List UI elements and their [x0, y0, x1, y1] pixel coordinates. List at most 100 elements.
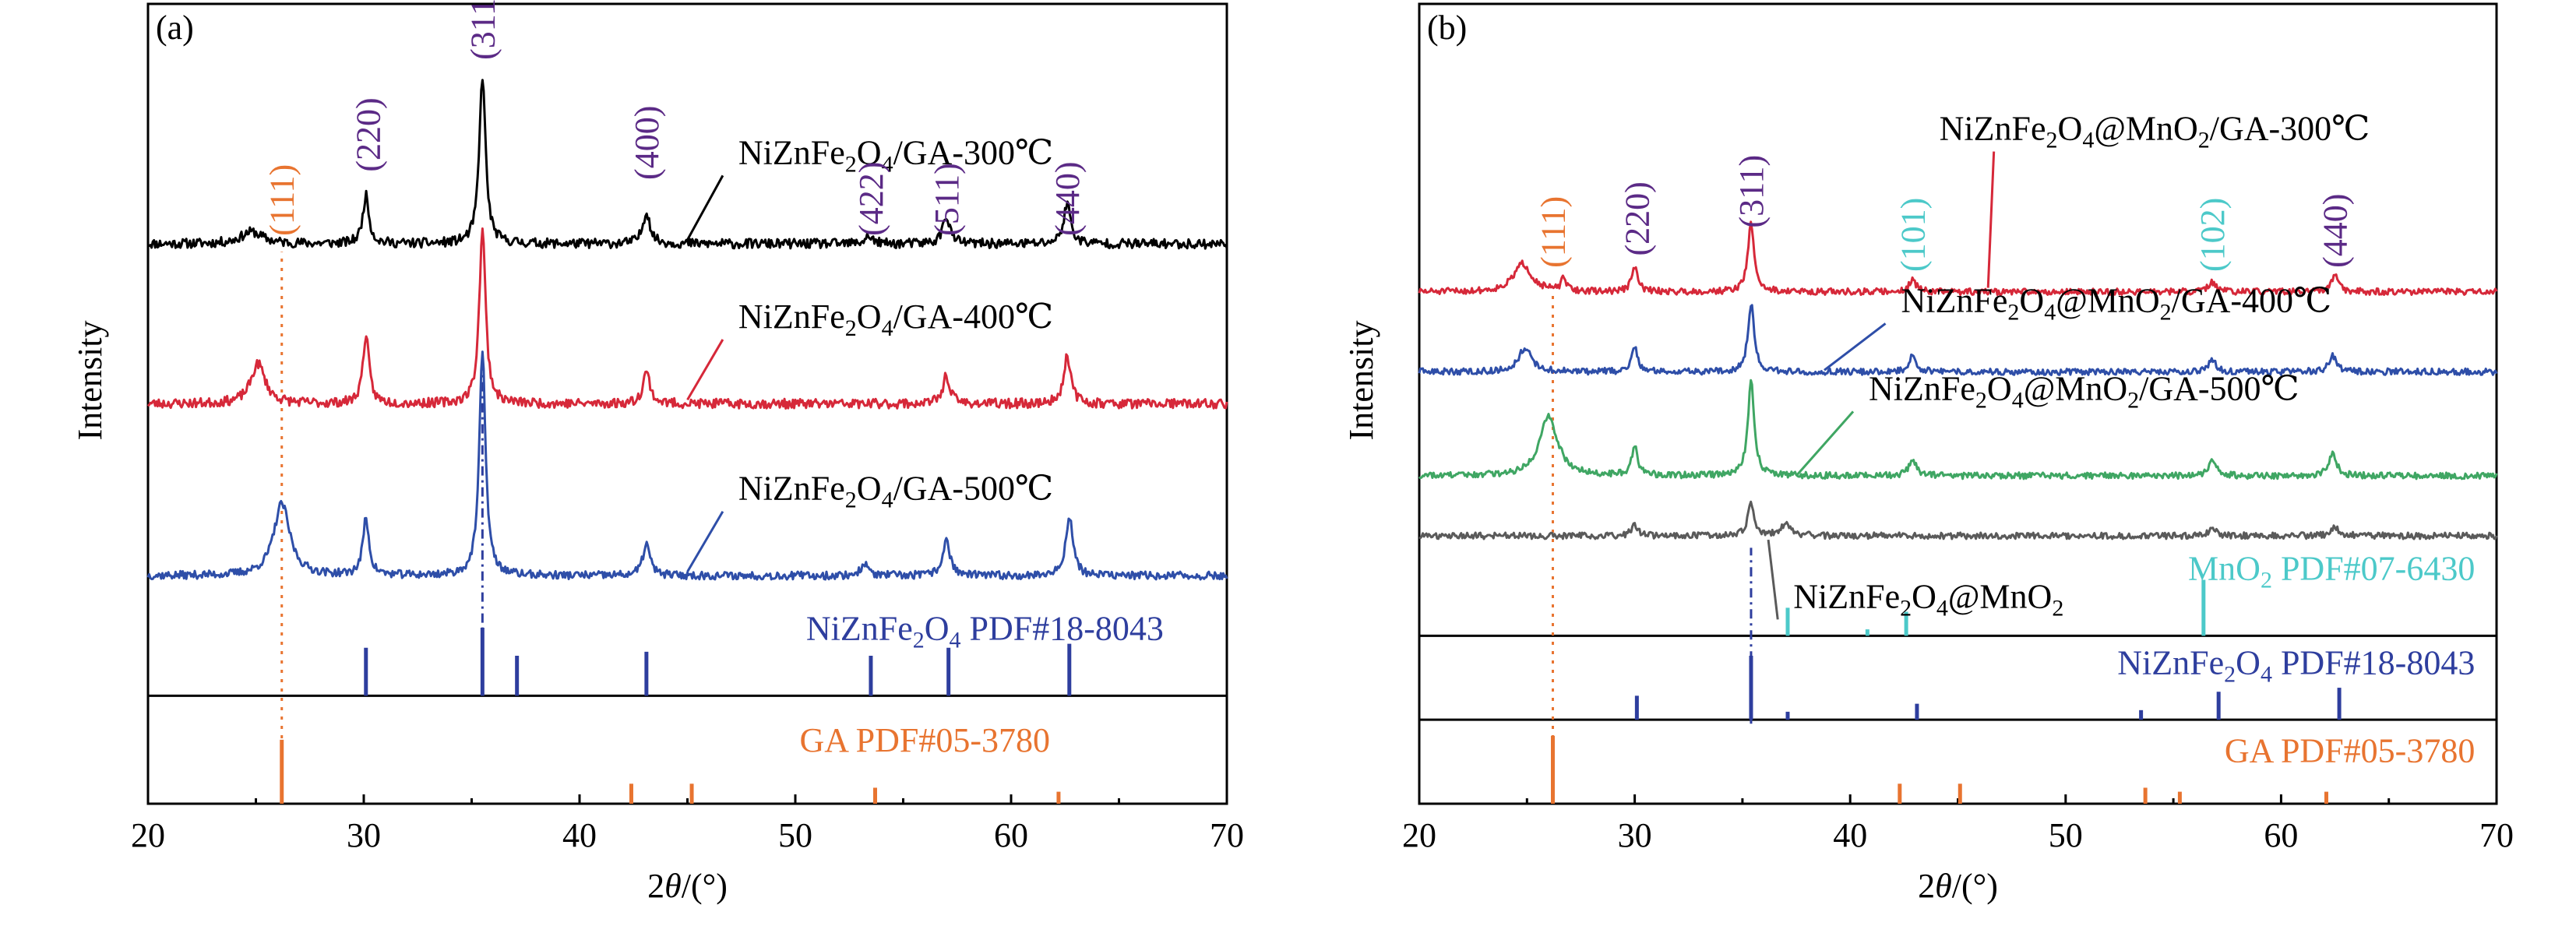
miller-index-label: (422) — [852, 162, 890, 236]
reference-label-part: NiZnFe — [806, 609, 913, 647]
miller-index-label: (311) — [463, 0, 502, 60]
series-label-part: 4 — [882, 151, 893, 177]
series-label: NiZnFe2O4@MnO2/GA-400℃ — [1901, 281, 2332, 325]
series-label-part: O — [1987, 369, 2012, 407]
series-label-part: /GA-400℃ — [893, 298, 1054, 336]
x-tick-label: 60 — [2264, 816, 2298, 854]
series-label-part: 2 — [845, 151, 857, 177]
x-axis-label: 2θ/(°) — [647, 867, 728, 905]
reference-label-part: 4 — [950, 627, 961, 653]
series-label-part: /GA-400℃ — [2172, 281, 2332, 319]
panel-label: (a) — [156, 9, 194, 47]
series-leader-line — [1824, 322, 1887, 371]
series-label-part: O — [857, 133, 882, 171]
series-label-part: /GA-300℃ — [893, 133, 1054, 171]
series-label: NiZnFe2O4@MnO2/GA-500℃ — [1869, 369, 2299, 413]
series-label-part: @MnO — [1948, 577, 2052, 615]
reference-label-part: PDF#18-8043 — [2272, 644, 2475, 682]
series-leader-line — [1795, 410, 1855, 477]
miller-index-label: (220) — [350, 97, 388, 171]
spectrum-line — [146, 350, 1228, 581]
series-label-part: 4 — [882, 315, 893, 341]
reference-label-part: O — [925, 609, 950, 647]
series-label-part: NiZnFe — [1901, 281, 2008, 319]
series-label-part: 4 — [1936, 595, 1948, 621]
x-tick-label: 20 — [131, 816, 165, 854]
reference-label: GA PDF#05-3780 — [2225, 732, 2476, 770]
reference-label-part: PDF#18-8043 — [961, 609, 1164, 647]
reference-label-part: GA PDF#05-3780 — [800, 721, 1051, 759]
series-leader-line — [686, 510, 724, 572]
x-tick-label: 50 — [2049, 816, 2083, 854]
reference-label-part: 2 — [2261, 567, 2272, 593]
series-label-part: 4 — [2012, 387, 2024, 413]
series-label-part: 2 — [2007, 299, 2019, 325]
miller-index-label: (311) — [1732, 155, 1771, 228]
x-tick-label: 30 — [347, 816, 381, 854]
miller-index-label: (400) — [628, 106, 666, 180]
series-label-part: NiZnFe — [738, 133, 845, 171]
miller-index-label: (102) — [2194, 198, 2232, 272]
x-tick-label: 40 — [1833, 816, 1867, 854]
x-axis-label-part: /(°) — [682, 867, 728, 905]
series-label-part: 4 — [2082, 128, 2094, 153]
series-label-part: 2 — [845, 315, 857, 341]
series-label-part: /GA-500℃ — [893, 470, 1054, 508]
reference-label-part: MnO — [2188, 549, 2261, 587]
x-axis-label-part: /(°) — [1952, 867, 1998, 905]
miller-index-label: (440) — [1048, 162, 1087, 236]
spectrum-line — [1418, 304, 2498, 376]
series-label-part: NiZnFe — [1940, 110, 2046, 148]
series-label-part: NiZnFe — [738, 298, 845, 336]
series-label: NiZnFe2O4@MnO2/GA-300℃ — [1940, 110, 2370, 153]
series-label-part: 2 — [1975, 387, 1987, 413]
series-label-part: O — [857, 298, 882, 336]
reference-label: GA PDF#05-3780 — [800, 721, 1051, 759]
series-label: NiZnFe2O4@MnO2 — [1793, 577, 2063, 621]
x-axis-label-part: 2 — [1918, 867, 1935, 905]
x-tick-label: 70 — [1210, 816, 1244, 854]
miller-index-label: (111) — [1534, 196, 1572, 268]
y-axis-label: Intensity — [1342, 321, 1380, 441]
series-label-part: 2 — [1900, 595, 1912, 621]
series-label: NiZnFe2O4/GA-500℃ — [738, 470, 1053, 513]
x-axis-label-part: θ — [1935, 867, 1952, 905]
x-tick-label: 70 — [2479, 816, 2514, 854]
series-label-part: /GA-300℃ — [2210, 110, 2370, 148]
miller-index-label: (101) — [1894, 198, 1932, 272]
series-label-part: 2 — [845, 488, 857, 513]
x-tick-label: 40 — [562, 816, 597, 854]
series-leader-line — [1986, 151, 1996, 288]
miller-index-label: (440) — [2317, 194, 2355, 268]
series-label-part: 2 — [2046, 128, 2058, 153]
series-leader-line — [686, 174, 724, 241]
series-label-part: O — [2019, 281, 2044, 319]
reference-label-part: GA PDF#05-3780 — [2225, 732, 2476, 770]
x-axis-label: 2θ/(°) — [1918, 867, 1998, 905]
series-label-part: O — [857, 470, 882, 508]
reference-label-part: 4 — [2261, 662, 2272, 688]
series-label: NiZnFe2O4/GA-400℃ — [738, 298, 1053, 341]
reference-label: NiZnFe2O4 PDF#18-8043 — [2117, 644, 2475, 688]
series-label-part: 2 — [2052, 595, 2063, 621]
series-label-part: @MnO — [2094, 110, 2197, 148]
spectrum-line — [1418, 378, 2498, 481]
x-tick-label: 20 — [1402, 816, 1436, 854]
spectrum-line — [147, 79, 1228, 250]
series-label-part: NiZnFe — [738, 470, 845, 508]
series-label-part: NiZnFe — [1793, 577, 1900, 615]
reference-label-part: PDF#07-6430 — [2272, 549, 2475, 587]
panel-label: (b) — [1427, 9, 1467, 47]
reference-label-part: 2 — [2224, 662, 2236, 688]
x-tick-label: 60 — [994, 816, 1028, 854]
y-axis-label: Intensity — [71, 321, 109, 441]
series-label: NiZnFe2O4/GA-300℃ — [738, 133, 1053, 177]
series-label-part: @MnO — [2024, 369, 2127, 407]
spectrum-line — [1418, 220, 2498, 297]
series-label-part: O — [2058, 110, 2083, 148]
spectrum-line — [146, 227, 1228, 410]
series-label-part: /GA-500℃ — [2139, 369, 2299, 407]
x-tick-label: 30 — [1618, 816, 1652, 854]
